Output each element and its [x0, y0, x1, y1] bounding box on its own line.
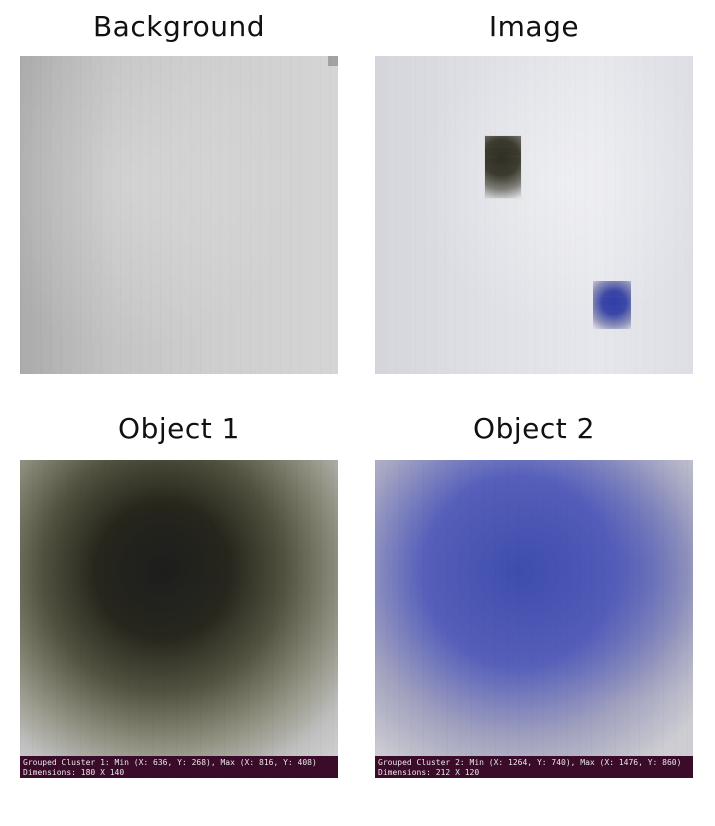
object-2-caption-line-1: Grouped Cluster 2: Min (X: 1264, Y: 740)… — [378, 758, 682, 767]
scene-object-1 — [485, 136, 521, 198]
background-corner-mark — [328, 56, 338, 66]
object-2-caption: Grouped Cluster 2: Min (X: 1264, Y: 740)… — [375, 756, 693, 778]
scene-object-2 — [593, 281, 631, 329]
object-2-caption-line-2: Dimensions: 212 X 120 — [378, 768, 480, 777]
background-image — [20, 56, 338, 374]
scene-image — [375, 56, 693, 374]
object-1-caption-line-1: Grouped Cluster 1: Min (X: 636, Y: 268),… — [23, 758, 317, 767]
object-1-caption: Grouped Cluster 1: Min (X: 636, Y: 268),… — [20, 756, 338, 778]
object-2-image: Grouped Cluster 2: Min (X: 1264, Y: 740)… — [375, 460, 693, 778]
panel-title-object-2: Object 2 — [473, 412, 595, 445]
object-1-image: Grouped Cluster 1: Min (X: 636, Y: 268),… — [20, 460, 338, 778]
object-1-caption-line-2: Dimensions: 180 X 140 — [23, 768, 125, 777]
panel-title-background: Background — [92, 10, 266, 43]
panel-title-object-1: Object 1 — [118, 412, 240, 445]
panel-title-image: Image — [488, 10, 580, 43]
